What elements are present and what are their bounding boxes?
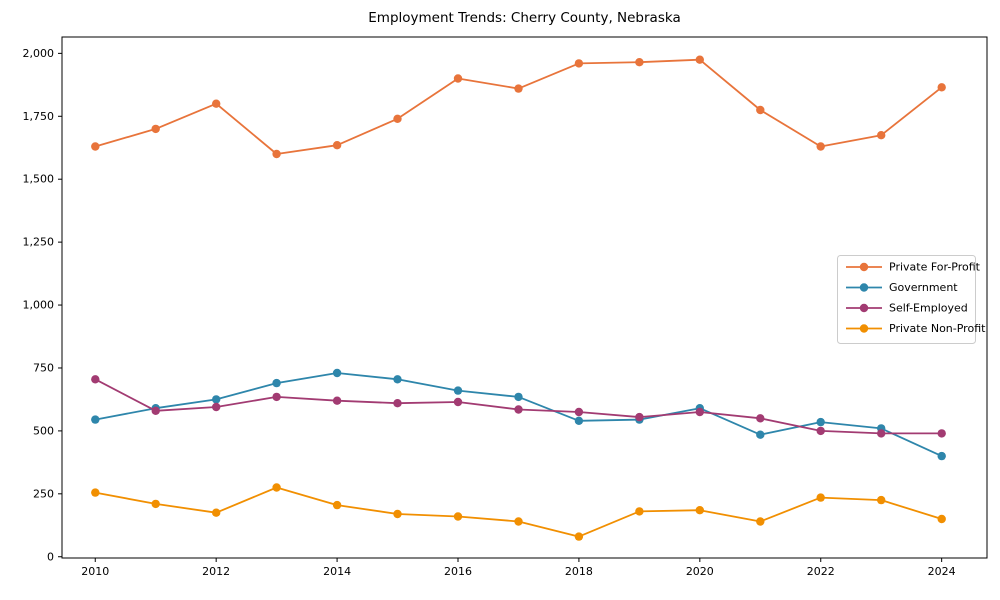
legend-item-label: Government: [889, 281, 958, 294]
data-point-private-for-profit-2021: [756, 105, 765, 115]
data-point-private-for-profit-2018: [574, 59, 584, 68]
data-point-self-employed-2013: [272, 392, 281, 402]
data-point-private-non-profit-2010: [91, 488, 100, 497]
legend-item-label: Private For-Profit: [889, 261, 981, 274]
data-point-private-non-profit-2014: [332, 500, 342, 510]
y-tick-label: 0: [47, 550, 54, 563]
y-tick-label: 1,750: [23, 110, 55, 123]
data-point-private-for-profit-2013: [272, 149, 281, 159]
data-point-private-for-profit-2015: [393, 114, 402, 124]
x-tick-label: 2010: [81, 565, 109, 578]
y-tick-label: 1,000: [23, 299, 55, 312]
data-point-private-non-profit-2019: [635, 507, 644, 516]
data-point-government-2022: [816, 417, 825, 427]
data-point-self-employed-2011: [151, 406, 160, 415]
chart-title: Employment Trends: Cherry County, Nebras…: [368, 10, 681, 26]
series-line-government: [94, 372, 943, 458]
plot-frame: [61, 36, 988, 559]
data-point-self-employed-2017: [514, 405, 523, 414]
legend: Private For-Profit Government Self-Employe…: [837, 255, 986, 344]
legend-item-private-non-profit: Private Non-Profit: [846, 322, 986, 335]
y-tick-label: 1,500: [23, 173, 55, 186]
data-point-private-non-profit-2023: [877, 495, 886, 505]
legend-item-government: Government: [846, 281, 958, 294]
data-point-private-for-profit-2019: [635, 58, 644, 67]
data-point-self-employed-2020: [695, 407, 704, 417]
data-point-government-2021: [756, 430, 765, 439]
data-point-government-2018: [574, 416, 584, 425]
data-point-self-employed-2023: [877, 429, 886, 438]
data-point-government-2010: [91, 415, 100, 424]
data-point-private-non-profit-2021: [756, 517, 765, 526]
data-point-private-non-profit-2020: [695, 506, 704, 515]
series-government: [91, 368, 946, 461]
data-point-private-for-profit-2024: [937, 83, 946, 92]
x-tick-label: 2014: [323, 565, 351, 578]
x-tick-label: 2016: [444, 565, 472, 578]
x-tick-label: 2012: [202, 565, 230, 578]
data-point-self-employed-2012: [212, 402, 221, 412]
legend-item-label: Self-Employed: [889, 302, 968, 315]
y-tick-label: 750: [33, 361, 54, 374]
data-point-government-2013: [272, 378, 281, 388]
data-point-government-2017: [514, 392, 523, 402]
series-private-for-profit: [91, 55, 946, 159]
data-point-private-non-profit-2011: [151, 499, 160, 509]
data-point-self-employed-2015: [393, 399, 402, 408]
y-tick-label: 2,000: [23, 47, 55, 60]
data-point-government-2014: [332, 368, 342, 378]
data-point-private-non-profit-2022: [816, 493, 825, 502]
data-point-private-non-profit-2013: [272, 483, 281, 492]
x-tick-label: 2024: [928, 565, 956, 578]
data-point-private-for-profit-2012: [212, 99, 221, 108]
data-point-private-for-profit-2011: [151, 124, 160, 134]
data-point-private-non-profit-2012: [212, 508, 221, 517]
data-point-private-for-profit-2016: [453, 74, 463, 83]
data-point-self-employed-2018: [574, 407, 584, 417]
data-point-government-2012: [212, 395, 221, 404]
legend-marker: [859, 283, 869, 292]
series-line-private-for-profit: [94, 58, 943, 155]
legend-item-self-employed: Self-Employed: [846, 302, 968, 315]
legend-marker: [859, 262, 869, 272]
legend-item-private-for-profit: Private For-Profit: [846, 261, 981, 274]
y-tick-label: 250: [33, 487, 54, 500]
data-point-private-for-profit-2017: [514, 84, 523, 93]
data-point-self-employed-2014: [332, 396, 342, 405]
data-point-government-2024: [937, 451, 946, 461]
series-self-employed: [91, 375, 946, 438]
data-point-private-non-profit-2015: [393, 509, 402, 519]
data-point-private-for-profit-2010: [91, 142, 100, 151]
data-point-private-for-profit-2023: [877, 131, 886, 140]
data-point-self-employed-2021: [756, 414, 765, 423]
data-point-private-non-profit-2018: [574, 532, 584, 541]
data-point-government-2016: [453, 386, 463, 395]
data-point-private-non-profit-2016: [453, 512, 463, 521]
series-line-private-non-profit: [94, 486, 943, 538]
data-point-self-employed-2022: [816, 426, 825, 436]
data-point-self-employed-2010: [91, 375, 100, 384]
x-tick-label: 2020: [686, 565, 714, 578]
data-point-private-for-profit-2014: [332, 141, 342, 150]
series-private-non-profit: [91, 483, 946, 541]
data-point-private-for-profit-2020: [695, 55, 704, 64]
data-point-private-non-profit-2024: [937, 514, 946, 524]
data-point-self-employed-2016: [453, 397, 463, 407]
legend-marker: [859, 324, 869, 333]
data-point-private-non-profit-2017: [514, 517, 523, 526]
x-tick-label: 2018: [565, 565, 593, 578]
data-point-self-employed-2024: [937, 429, 946, 438]
legend-marker: [859, 303, 869, 313]
x-tick-label: 2022: [807, 565, 835, 578]
legend-box: [837, 255, 976, 344]
data-point-government-2015: [393, 375, 402, 384]
y-tick-label: 500: [33, 424, 54, 437]
legend-item-label: Private Non-Profit: [889, 322, 986, 335]
y-tick-label: 1,250: [23, 236, 55, 249]
data-point-private-for-profit-2022: [816, 142, 825, 151]
data-point-self-employed-2019: [635, 412, 644, 422]
